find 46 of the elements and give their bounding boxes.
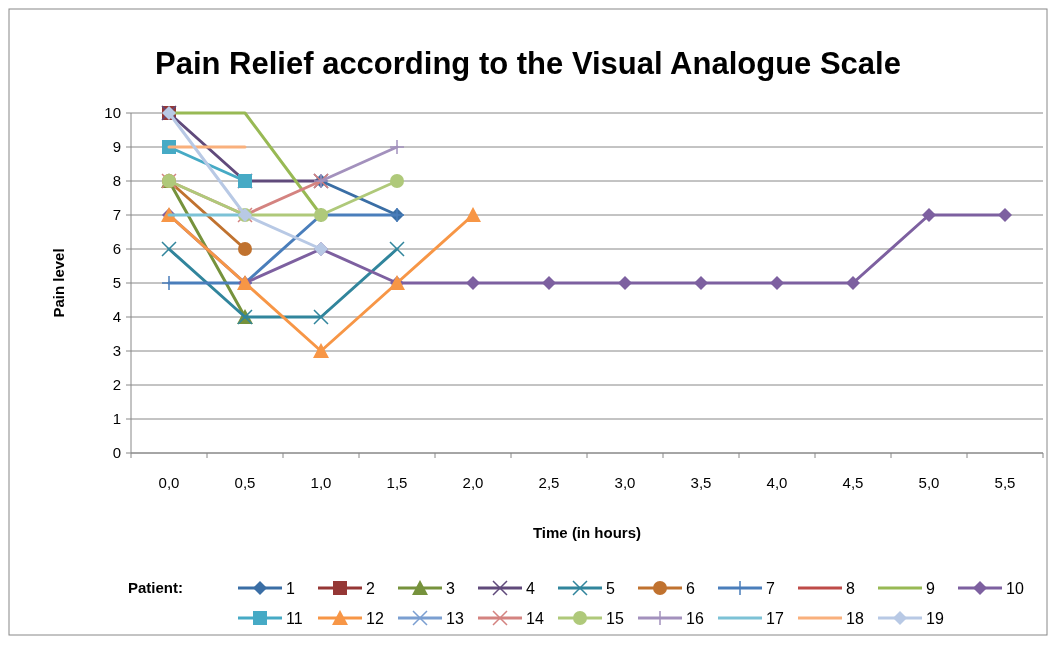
x-tick-label: 2,5 xyxy=(538,474,560,491)
y-tick-label: 3 xyxy=(112,342,121,359)
legend-title: Patient: xyxy=(128,579,184,596)
x-tick-label: 1,5 xyxy=(386,474,408,491)
legend-label: 11 xyxy=(286,610,303,627)
legend-label: 15 xyxy=(606,610,624,627)
legend-label: 13 xyxy=(446,610,464,627)
legend-label: 12 xyxy=(366,610,384,627)
legend-label: 14 xyxy=(526,610,544,627)
y-tick-label: 5 xyxy=(112,274,121,291)
legend-label: 17 xyxy=(766,610,784,627)
x-tick-label: 0,5 xyxy=(234,474,256,491)
x-tick-label: 1,0 xyxy=(310,474,332,491)
legend-label: 9 xyxy=(926,580,935,597)
legend-label: 6 xyxy=(686,580,695,597)
y-tick-label: 4 xyxy=(112,308,121,325)
legend-label: 18 xyxy=(846,610,864,627)
legend-label: 16 xyxy=(686,610,704,627)
x-tick-label: 0,0 xyxy=(158,474,180,491)
x-tick-label: 5,0 xyxy=(918,474,940,491)
y-tick-label: 10 xyxy=(104,104,121,121)
legend-label: 2 xyxy=(366,580,375,597)
x-tick-label: 5,5 xyxy=(994,474,1016,491)
legend-label: 19 xyxy=(926,610,944,627)
y-tick-label: 6 xyxy=(112,240,121,257)
y-tick-label: 1 xyxy=(112,410,121,427)
legend-label: 1 xyxy=(286,580,295,597)
y-tick-label: 8 xyxy=(112,172,121,189)
y-axis-title: Pain level xyxy=(50,248,67,318)
x-tick-label: 3,0 xyxy=(614,474,636,491)
legend-label: 7 xyxy=(766,580,775,597)
y-tick-label: 9 xyxy=(112,138,121,155)
x-tick-label: 4,5 xyxy=(842,474,864,491)
y-tick-label: 2 xyxy=(112,376,121,393)
chart-title: Pain Relief according to the Visual Analogue Scale xyxy=(155,46,901,81)
y-tick-label: 0 xyxy=(112,444,121,461)
legend-label: 8 xyxy=(846,580,855,597)
x-tick-label: 4,0 xyxy=(766,474,788,491)
legend-label: 5 xyxy=(606,580,615,597)
y-tick-label: 7 xyxy=(112,206,121,223)
x-tick-label: 2,0 xyxy=(462,474,484,491)
legend-label: 10 xyxy=(1006,580,1024,597)
x-axis-title: Time (in hours) xyxy=(532,524,642,541)
legend-label: 3 xyxy=(446,580,455,597)
legend-label: 4 xyxy=(526,580,535,597)
x-tick-label: 3,5 xyxy=(690,474,712,491)
